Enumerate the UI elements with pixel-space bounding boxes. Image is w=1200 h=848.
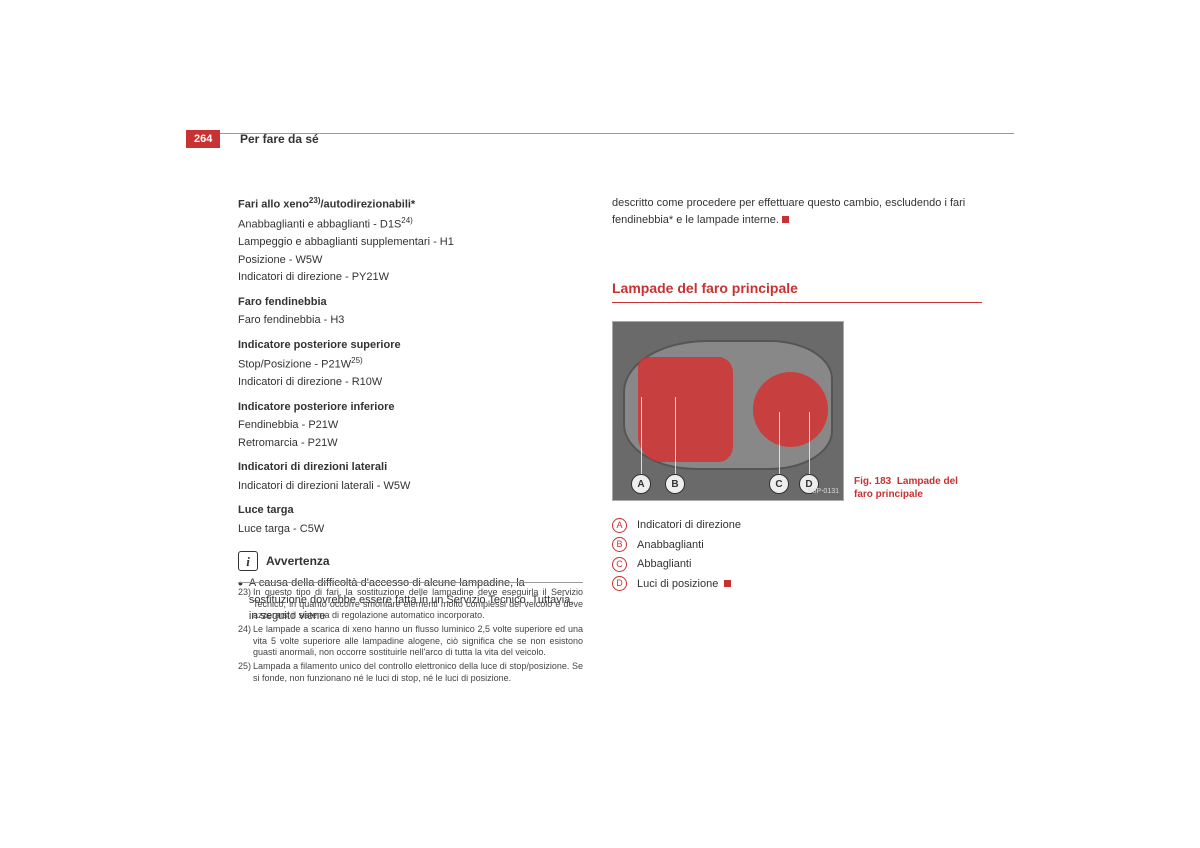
group-title: Indicatori di direzioni laterali — [238, 459, 583, 476]
spec-line: Luce targa - C5W — [238, 521, 583, 538]
spec-line: Indicatori di direzione - R10W — [238, 374, 583, 391]
spec-line: Retromarcia - P21W — [238, 435, 583, 452]
marker-c: C — [769, 474, 789, 494]
overlay-left — [638, 357, 733, 462]
group-title: Indicatore posteriore superiore — [238, 337, 583, 354]
legend-item: D Luci di posizione — [612, 576, 982, 593]
footnote: 25)Lampada a filamento unico del control… — [238, 661, 583, 684]
group-title: Faro fendinebbia — [238, 294, 583, 311]
marker-b: B — [665, 474, 685, 494]
legend-item: C Abbaglianti — [612, 556, 982, 573]
legend-text: Luci di posizione — [637, 576, 731, 593]
right-column: descritto come procedere per effettuare … — [612, 195, 982, 595]
figure-container: A B C D B5P-0131 Fig. 183 Lampade del fa… — [612, 321, 982, 501]
legend-text: Indicatori di direzione — [637, 517, 741, 534]
section-heading: Lampade del faro principale — [612, 278, 982, 303]
legend-marker: D — [612, 576, 627, 591]
marker-line — [675, 397, 676, 474]
marker-a: A — [631, 474, 651, 494]
left-column: Fari allo xeno23)/autodirezionabili* Anab… — [238, 195, 583, 625]
spec-line: Anabbaglianti e abbaglianti - D1S24) — [238, 215, 583, 233]
legend-text: Abbaglianti — [637, 556, 691, 573]
footnotes: 23)In questo tipo di fari, la sostituzio… — [238, 582, 583, 687]
spec-line: Lampeggio e abbaglianti supplementari - … — [238, 234, 583, 251]
group-title: Indicatore posteriore inferiore — [238, 399, 583, 416]
spec-line: Fendinebbia - P21W — [238, 417, 583, 434]
legend-item: A Indicatori di direzione — [612, 517, 982, 534]
page-number: 264 — [186, 130, 220, 148]
legend-item: B Anabbaglianti — [612, 537, 982, 554]
overlay-right — [753, 372, 828, 447]
section-title: Per fare da sé — [240, 132, 319, 146]
group-title: Fari allo xeno23)/autodirezionabili* — [238, 195, 583, 213]
marker-line — [809, 412, 810, 474]
spec-line: Stop/Posizione - P21W25) — [238, 355, 583, 373]
legend-marker: B — [612, 537, 627, 552]
spec-line: Posizione - W5W — [238, 252, 583, 269]
spec-line: Faro fendinebbia - H3 — [238, 312, 583, 329]
spec-line: Indicatori di direzioni laterali - W5W — [238, 478, 583, 495]
legend-marker: A — [612, 518, 627, 533]
legend-list: AIndicatori di direzioneBAnabbagliantiCA… — [612, 517, 982, 592]
marker-line — [779, 412, 780, 474]
footnote: 24)Le lampade a scarica di xeno hanno un… — [238, 624, 583, 659]
marker-line — [641, 397, 642, 474]
note-header: i Avvertenza — [238, 551, 583, 571]
legend-marker: C — [612, 557, 627, 572]
figure-image: A B C D B5P-0131 — [612, 321, 844, 501]
note-title: Avvertenza — [266, 552, 330, 570]
end-marker-icon — [782, 216, 789, 223]
footnote: 23)In questo tipo di fari, la sostituzio… — [238, 587, 583, 622]
group-title: Luce targa — [238, 502, 583, 519]
image-label: B5P-0131 — [808, 487, 839, 498]
end-marker-icon — [724, 580, 731, 587]
spec-line: Indicatori di direzione - PY21W — [238, 269, 583, 286]
continuation-text: descritto come procedere per effettuare … — [612, 195, 982, 228]
info-icon: i — [238, 551, 258, 571]
legend-text: Anabbaglianti — [637, 537, 704, 554]
figure-caption: Fig. 183 Lampade del faro principale — [854, 475, 959, 501]
